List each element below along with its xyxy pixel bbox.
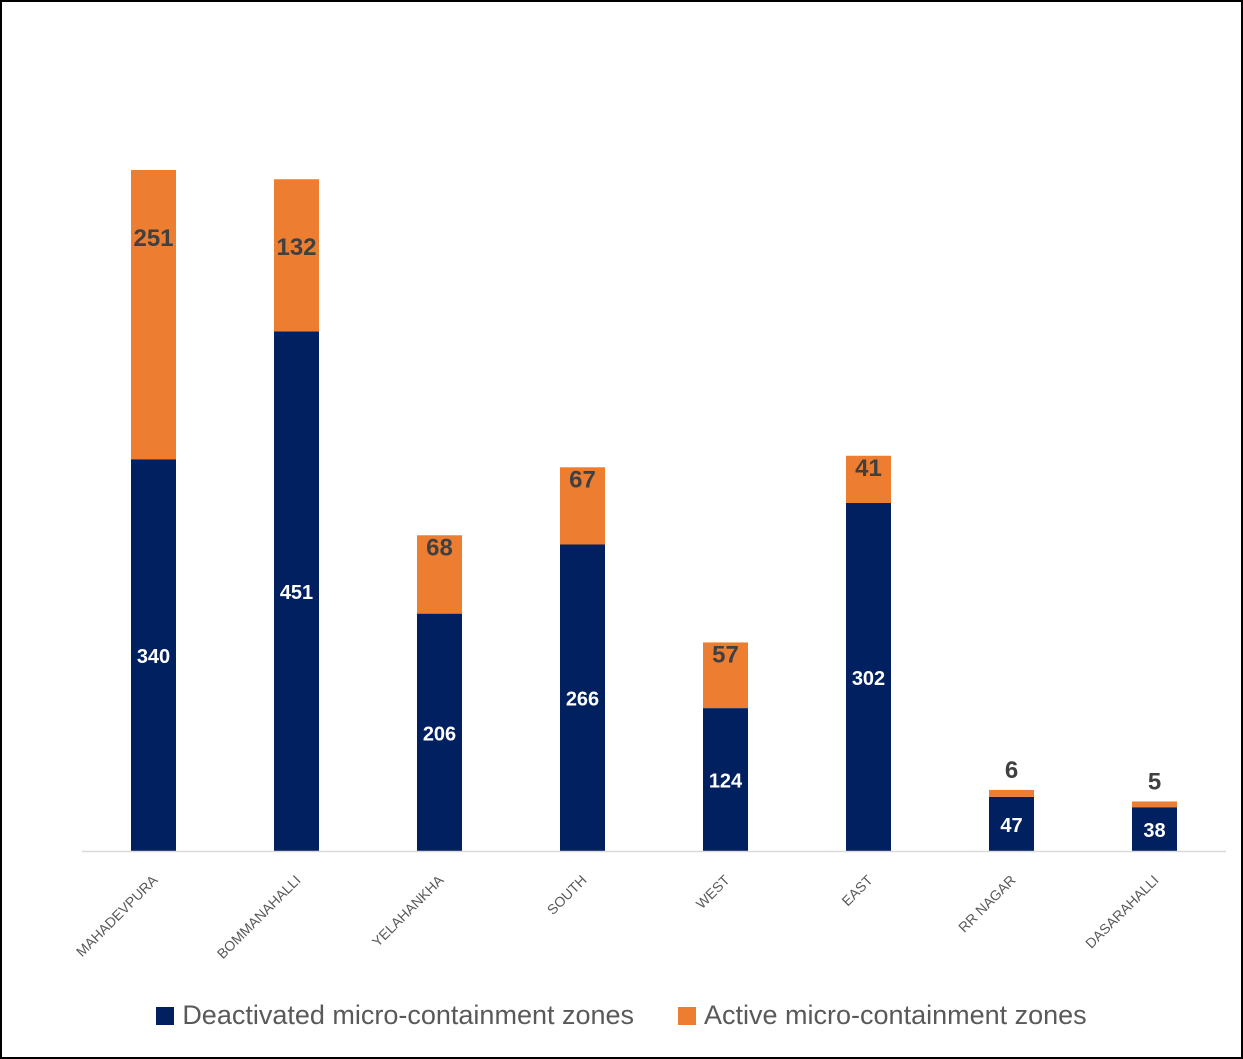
legend-item-deactivated: Deactivated micro-containment zones	[156, 1000, 634, 1031]
bar-active-4	[560, 467, 605, 545]
bar-active-8	[1132, 801, 1177, 808]
category-label-1: MAHADEVPURA	[73, 871, 161, 959]
category-label-7: RR NAGAR	[955, 872, 1019, 936]
bar-deactivated-6	[846, 503, 891, 851]
bar-deactivated-5	[703, 708, 748, 851]
category-label-8: DASARAHALLI	[1082, 872, 1162, 952]
category-label-4: SOUTH	[544, 872, 590, 918]
label-active-3: 68	[426, 534, 453, 561]
bar-deactivated-2	[274, 331, 319, 851]
bar-active-2	[274, 179, 319, 332]
label-active-7: 6	[1005, 757, 1018, 784]
bar-deactivated-4	[560, 544, 605, 851]
label-active-1: 251	[133, 225, 173, 252]
bar-deactivated-7	[989, 796, 1034, 851]
legend-label-active: Active micro-containment zones	[704, 1000, 1087, 1030]
label-deactivated-6: 302	[852, 668, 885, 690]
legend-swatch-deactivated	[156, 1006, 175, 1025]
bar-active-1	[131, 170, 176, 460]
category-label-5: WEST	[693, 871, 733, 911]
bar-deactivated-1	[131, 459, 176, 851]
legend-item-active: Active micro-containment zones	[678, 1000, 1087, 1031]
bar-deactivated-8	[1132, 807, 1177, 851]
label-deactivated-5: 124	[709, 771, 743, 793]
label-deactivated-7: 47	[1000, 815, 1022, 837]
legend-label-deactivated: Deactivated micro-containment zones	[182, 1000, 635, 1030]
legend: Deactivated micro-containment zones Acti…	[0, 1000, 1243, 1031]
label-deactivated-4: 266	[566, 689, 599, 711]
label-deactivated-3: 206	[423, 723, 456, 745]
label-active-8: 5	[1148, 768, 1161, 795]
bar-active-6	[846, 455, 891, 504]
legend-swatch-active	[678, 1006, 697, 1025]
label-active-6: 41	[855, 455, 882, 482]
category-label-3: YELAHANKHA	[369, 871, 447, 949]
category-label-2: BOMMANAHALLI	[214, 872, 304, 962]
label-active-2: 132	[276, 234, 316, 261]
label-active-5: 57	[712, 641, 739, 668]
bar-active-5	[703, 642, 748, 709]
label-deactivated-2: 451	[280, 582, 313, 604]
bar-deactivated-3	[417, 613, 462, 851]
label-deactivated-1: 340	[137, 646, 170, 668]
bar-active-3	[417, 535, 462, 614]
label-active-4: 67	[569, 466, 596, 493]
label-deactivated-8: 38	[1143, 820, 1165, 842]
category-label-6: EAST	[838, 871, 875, 908]
bar-active-7	[989, 789, 1034, 797]
